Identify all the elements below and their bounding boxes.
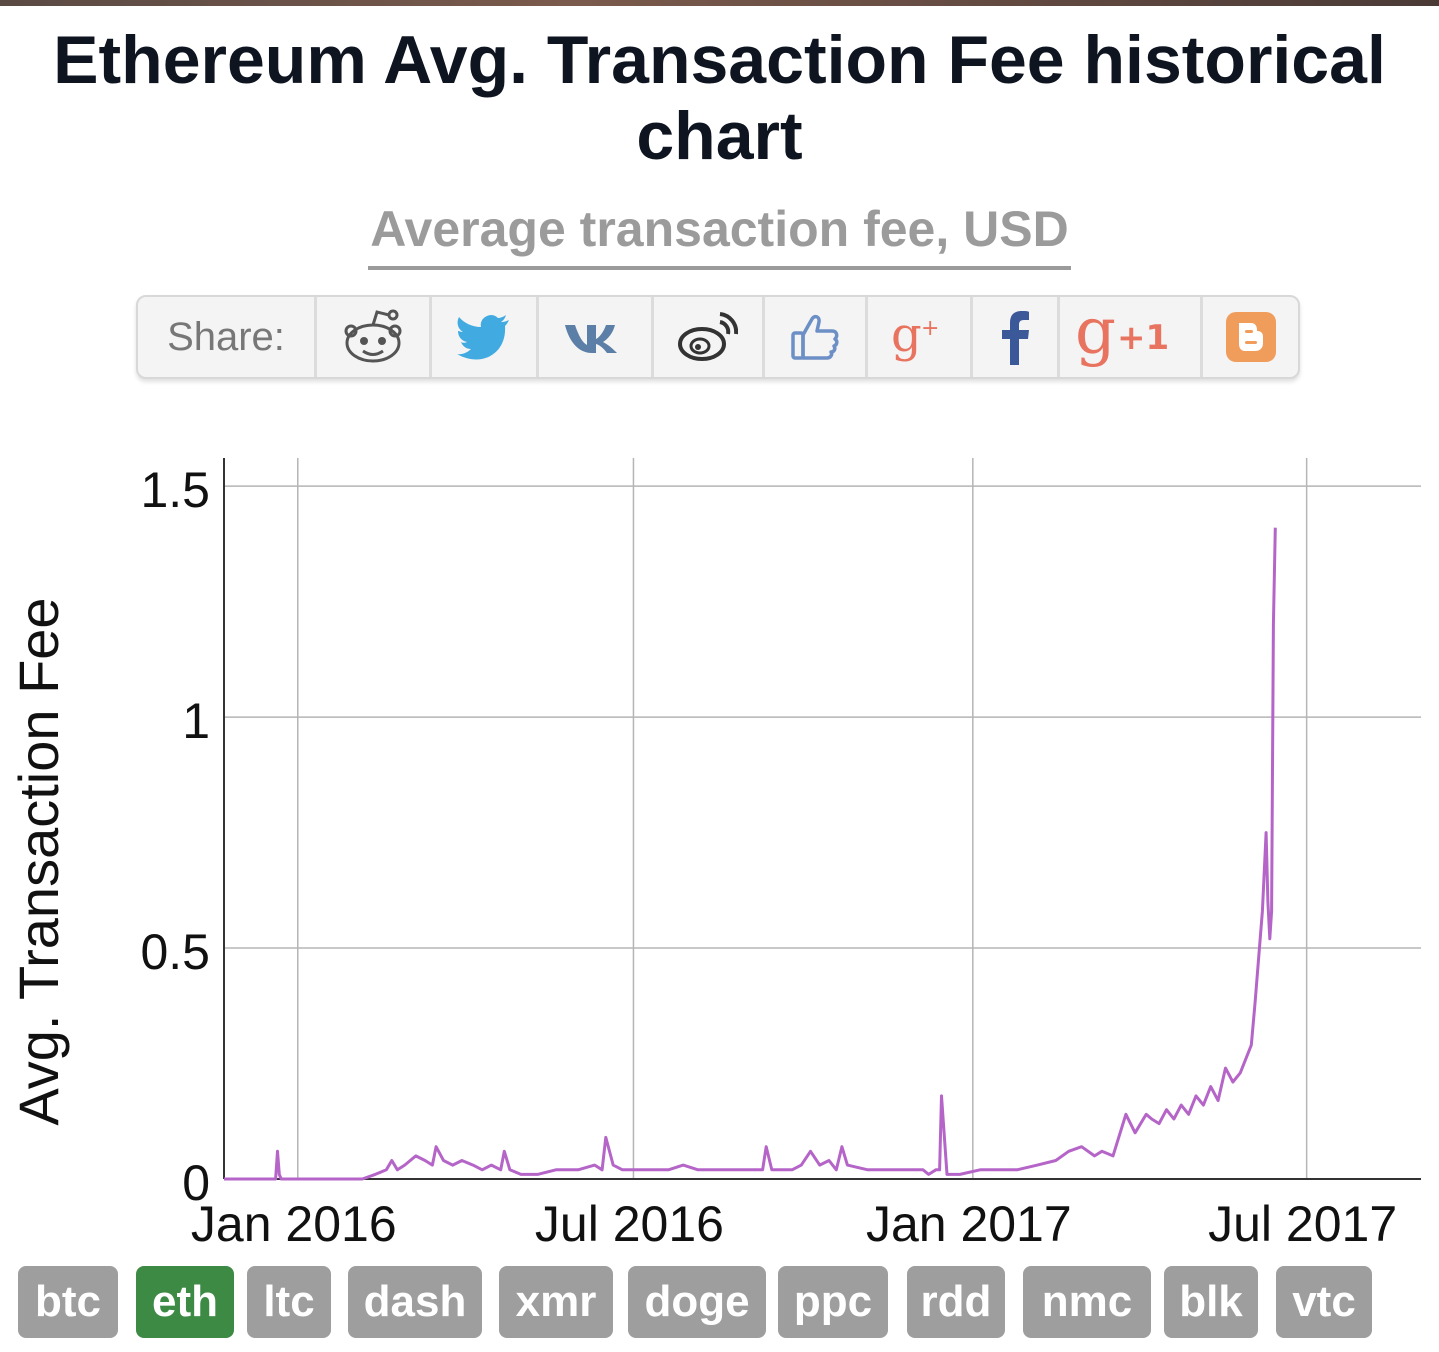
coin-selector: btc eth ltc dash xmr doge ppc rdd nmc blk vtc	[18, 1266, 1428, 1338]
vk-icon	[565, 325, 617, 353]
svg-text:+1: +1	[1117, 318, 1169, 358]
share-bar: Share:	[136, 295, 1300, 379]
axes	[223, 458, 1421, 1180]
svg-text:+: +	[921, 316, 939, 341]
share-weibo-button[interactable]	[654, 297, 765, 377]
page-title: Ethereum Avg. Transaction Fee historical…	[53, 22, 1386, 174]
svg-text:g: g	[891, 307, 922, 363]
share-twitter-button[interactable]	[432, 297, 539, 377]
share-google-plus-one-button[interactable]: g +1	[1060, 297, 1203, 377]
y-tick-label: 1.5	[140, 462, 210, 518]
top-image-strip	[0, 0, 1439, 6]
share-like-button[interactable]	[765, 297, 868, 377]
weibo-icon	[678, 312, 738, 361]
chart-subtitle-link[interactable]: Average transaction fee, USD	[368, 200, 1071, 270]
facebook-icon	[1002, 311, 1029, 365]
y-tick-label: 1	[182, 693, 210, 749]
fee-chart-svg: 0 0.5 1 1.5 Jan 2016 Jul 2016 Jan 2017 Jul 201…	[7, 458, 1421, 1252]
x-tick-labels: Jan 2016 Jul 2016 Jan 2017 Jul 2017	[191, 1196, 1397, 1252]
fee-chart: 0 0.5 1 1.5 Jan 2016 Jul 2016 Jan 2017 Jul 201…	[0, 420, 1439, 1260]
coin-button-rdd[interactable]: rdd	[907, 1266, 1005, 1338]
y-axis-label: Avg. Transaction Fee	[7, 597, 70, 1125]
coin-button-eth[interactable]: eth	[136, 1266, 234, 1338]
series-layer	[223, 527, 1277, 1181]
coin-button-blk[interactable]: blk	[1164, 1266, 1258, 1338]
series-line	[224, 527, 1277, 1181]
share-label: Share:	[138, 297, 317, 377]
y-tick-labels: 0 0.5 1 1.5	[140, 462, 210, 1211]
google-plus-icon: g +	[891, 307, 939, 363]
coin-button-xmr[interactable]: xmr	[499, 1266, 613, 1338]
grid	[224, 458, 1421, 1179]
svg-text:g: g	[1075, 301, 1116, 369]
coin-button-nmc[interactable]: nmc	[1023, 1266, 1151, 1338]
reddit-icon	[344, 309, 402, 363]
x-tick-label: Jan 2016	[191, 1196, 397, 1252]
share-google-plus-button[interactable]: g +	[868, 297, 973, 377]
chart-subtitle[interactable]: Average transaction fee, USD	[0, 200, 1439, 270]
like-icon	[791, 314, 839, 360]
google-plus-one-icon: g +1	[1075, 301, 1169, 369]
share-facebook-button[interactable]	[973, 297, 1060, 377]
coin-button-ppc[interactable]: ppc	[778, 1266, 888, 1338]
twitter-icon	[457, 314, 509, 360]
share-reddit-button[interactable]	[317, 297, 432, 377]
coin-button-ltc[interactable]: ltc	[247, 1266, 331, 1338]
y-tick-label: 0	[182, 1155, 210, 1211]
x-tick-label: Jul 2017	[1208, 1196, 1397, 1252]
coin-button-btc[interactable]: btc	[18, 1266, 118, 1338]
coin-button-doge[interactable]: doge	[628, 1266, 766, 1338]
share-blogger-button[interactable]	[1203, 297, 1298, 377]
coin-button-dash[interactable]: dash	[348, 1266, 482, 1338]
share-vk-button[interactable]	[539, 297, 654, 377]
x-tick-label: Jul 2016	[535, 1196, 724, 1252]
blogger-icon	[1225, 312, 1276, 362]
y-tick-label: 0.5	[140, 924, 210, 980]
x-tick-label: Jan 2017	[866, 1196, 1072, 1252]
coin-button-vtc[interactable]: vtc	[1276, 1266, 1372, 1338]
